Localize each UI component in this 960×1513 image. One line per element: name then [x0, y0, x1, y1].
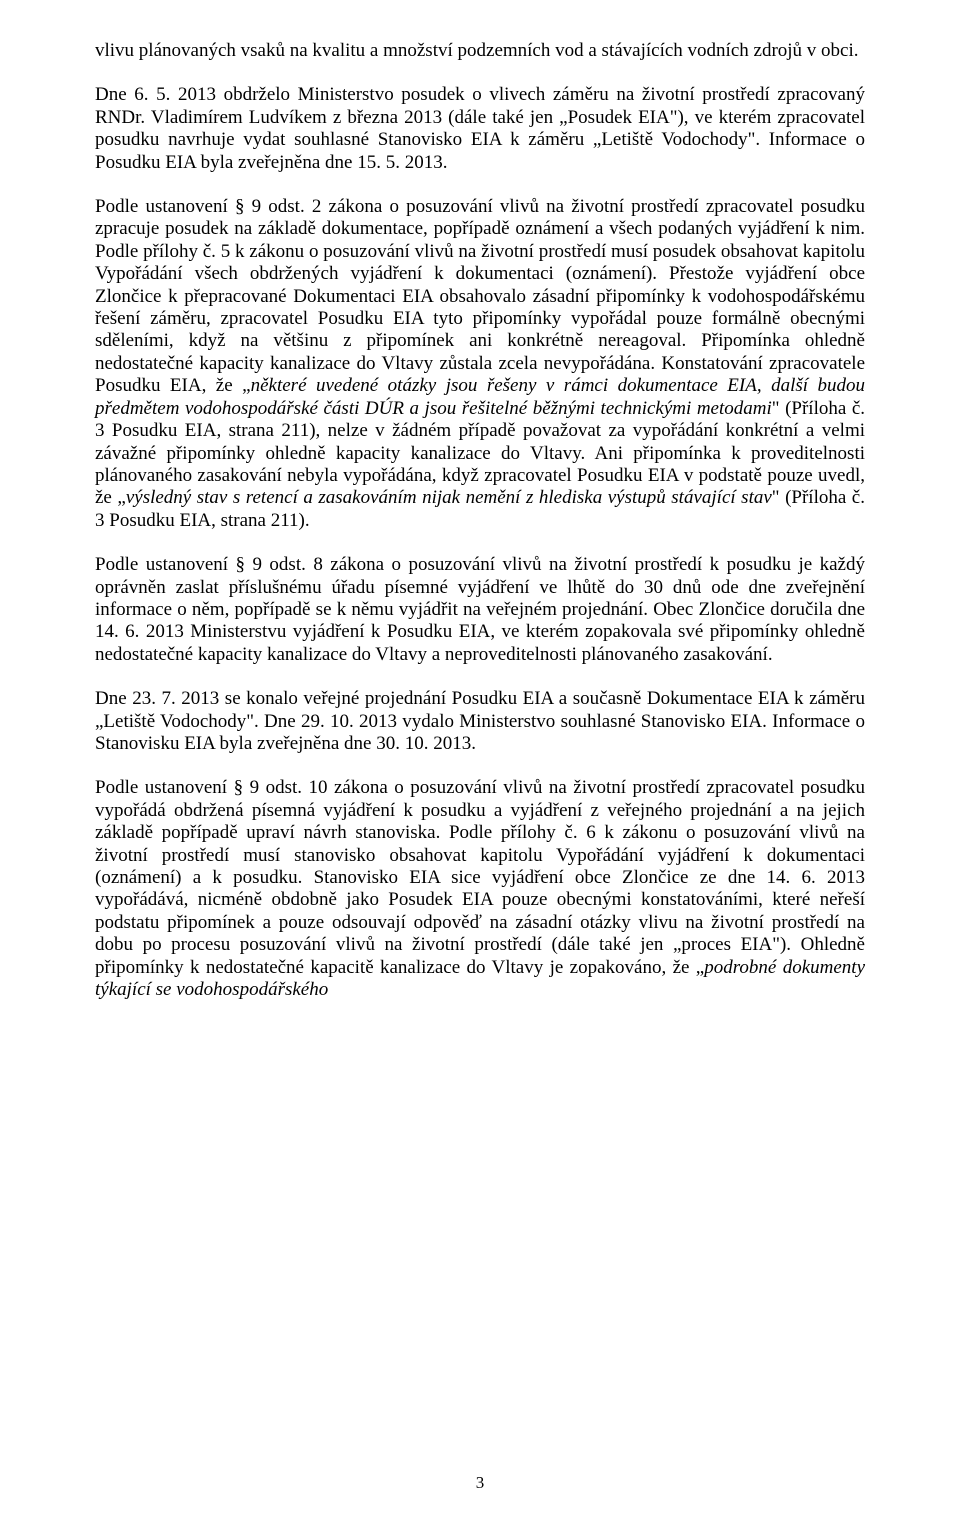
- text-run-italic: výsledný stav s retencí a zasakováním ni…: [126, 487, 772, 508]
- page-number: 3: [0, 1473, 960, 1493]
- paragraph-1: vlivu plánovaných vsaků na kvalitu a mno…: [95, 40, 865, 62]
- text-run: Podle ustanovení § 9 odst. 10 zákona o p…: [95, 777, 865, 977]
- paragraph-2: Dne 6. 5. 2013 obdrželo Ministerstvo pos…: [95, 84, 865, 174]
- text-run: vlivu plánovaných vsaků na kvalitu a mno…: [95, 40, 859, 61]
- text-run: Podle ustanovení § 9 odst. 2 zákona o po…: [95, 196, 865, 396]
- paragraph-5: Dne 23. 7. 2013 se konalo veřejné projed…: [95, 688, 865, 755]
- text-run: Dne 23. 7. 2013 se konalo veřejné projed…: [95, 688, 865, 754]
- paragraph-6: Podle ustanovení § 9 odst. 10 zákona o p…: [95, 777, 865, 1001]
- text-run: Podle ustanovení § 9 odst. 8 zákona o po…: [95, 554, 865, 665]
- document-page: vlivu plánovaných vsaků na kvalitu a mno…: [0, 0, 960, 1513]
- paragraph-3: Podle ustanovení § 9 odst. 2 zákona o po…: [95, 196, 865, 532]
- paragraph-4: Podle ustanovení § 9 odst. 8 zákona o po…: [95, 554, 865, 666]
- text-run: Dne 6. 5. 2013 obdrželo Ministerstvo pos…: [95, 84, 865, 172]
